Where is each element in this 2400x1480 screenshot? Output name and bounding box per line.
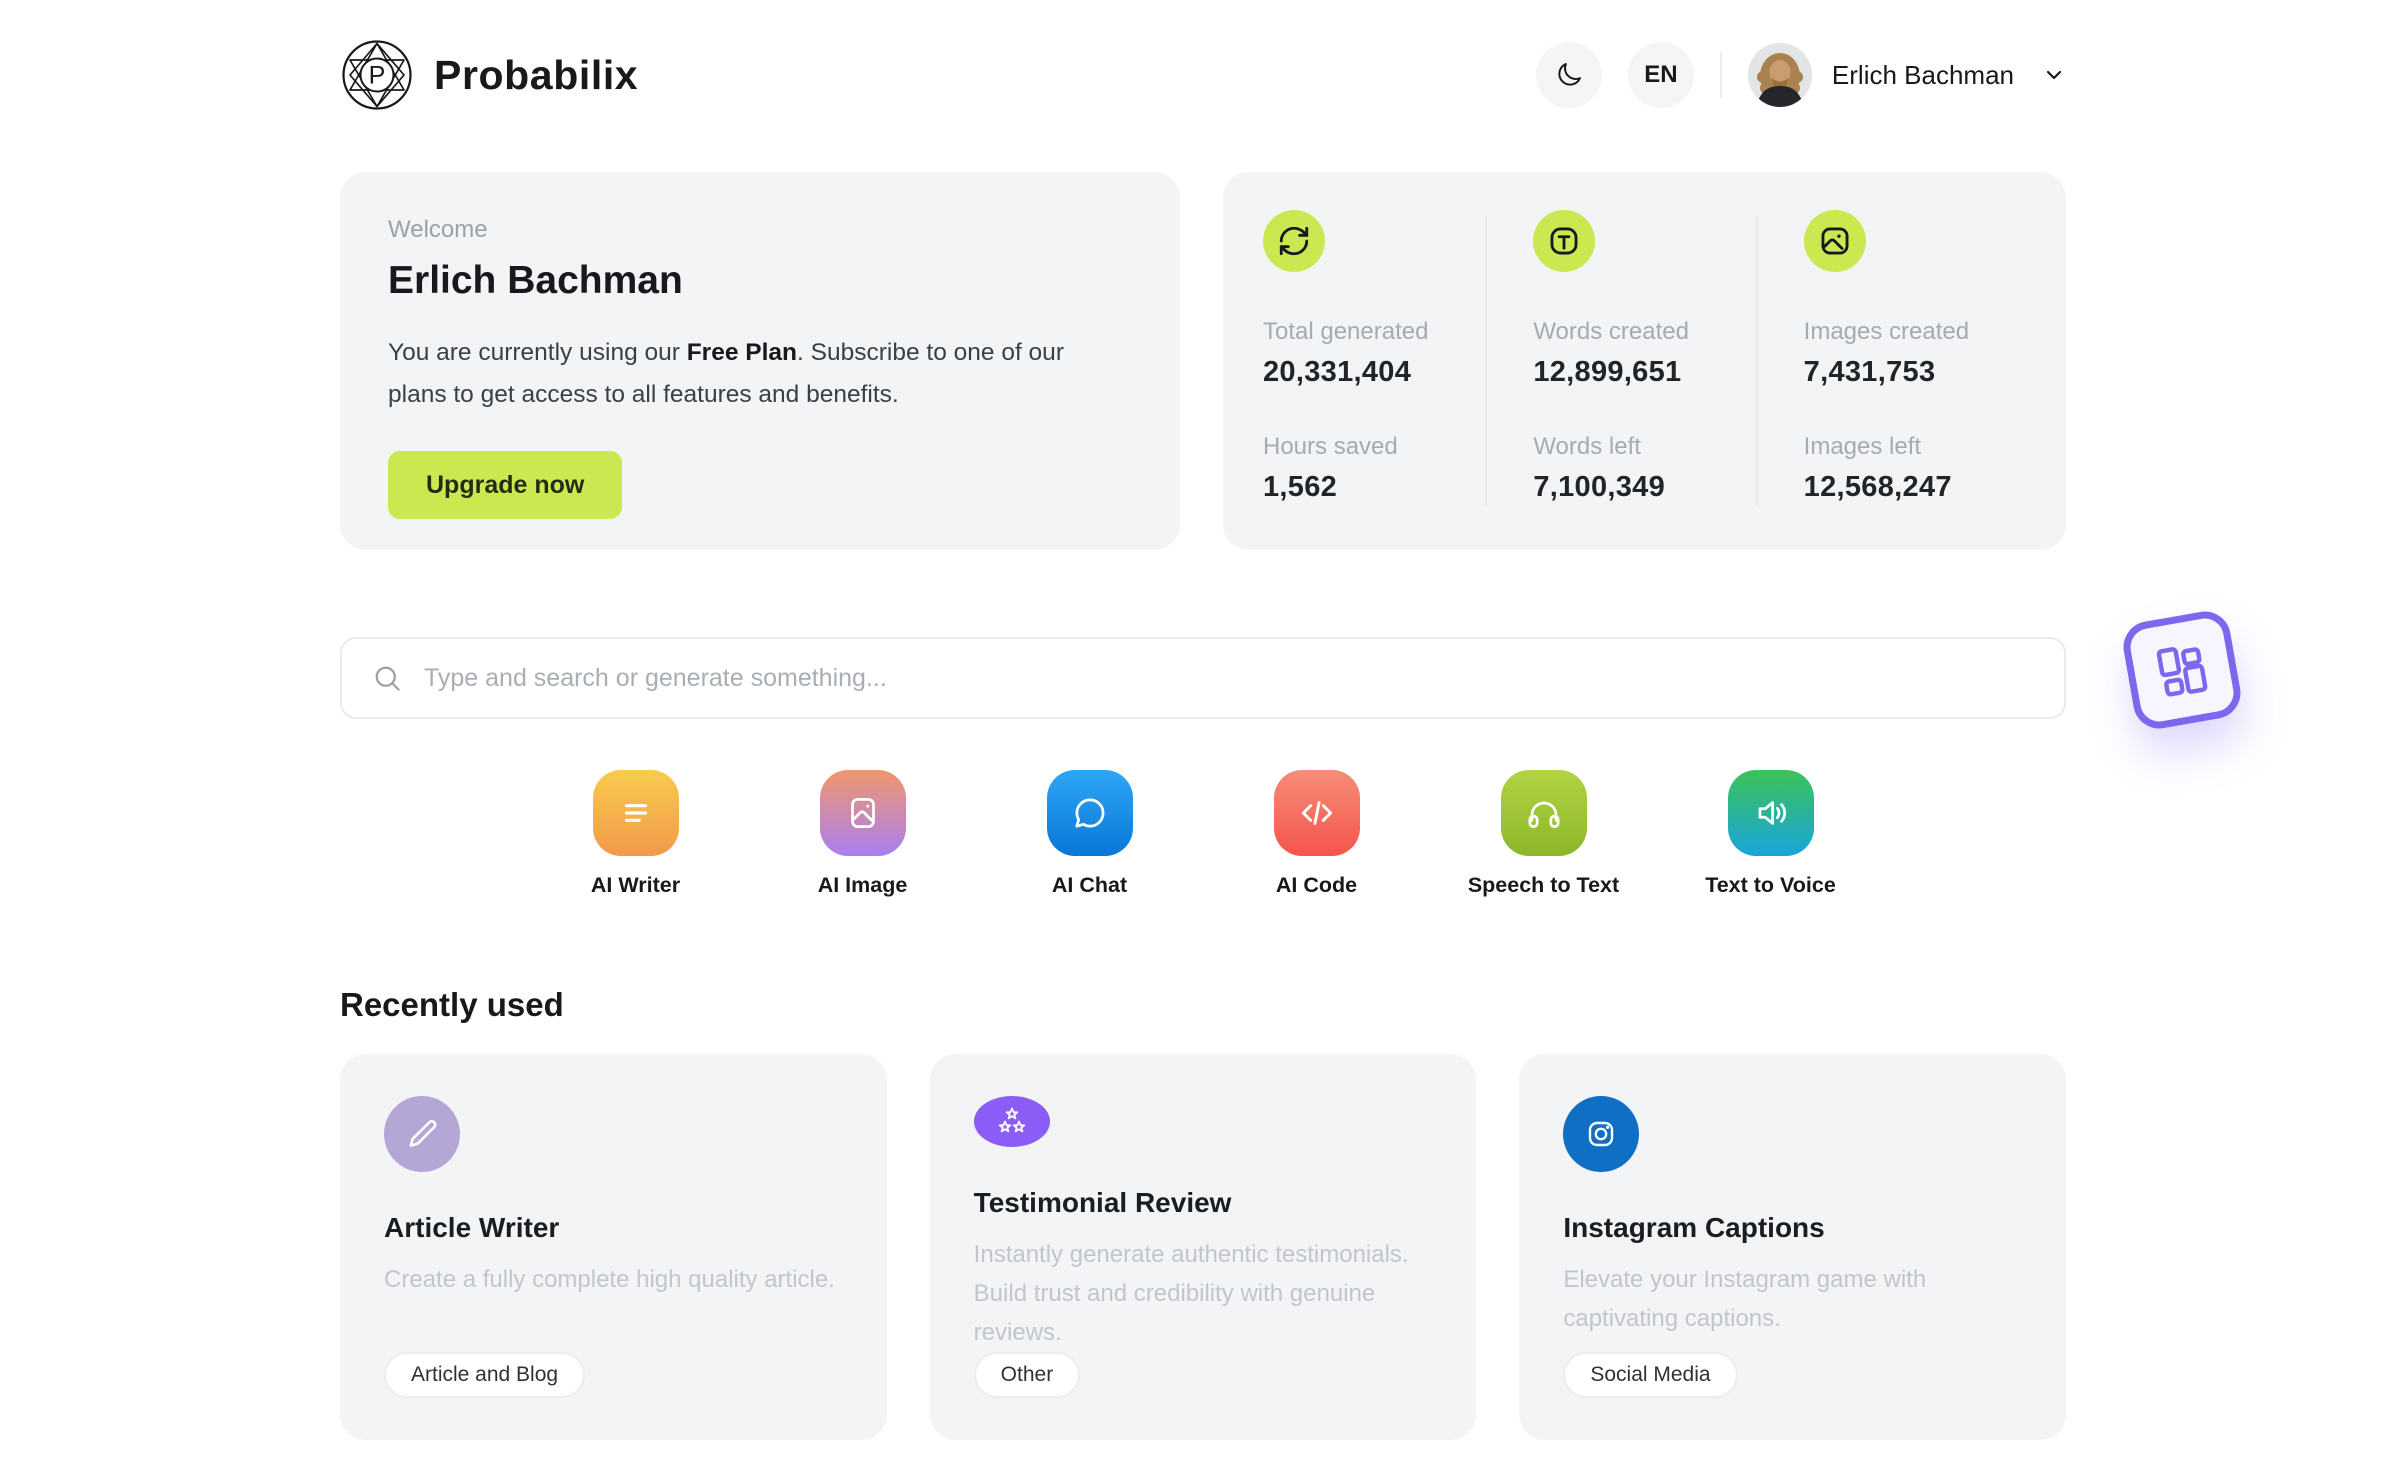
search-icon [375,666,400,691]
recently-used-heading: Recently used [340,986,564,1023]
tool-ai-image[interactable]: AI Image [749,770,976,898]
tool-ai-chat[interactable]: AI Chat [976,770,1203,898]
chat-bubble-icon [1046,770,1133,856]
stat-label: Hours saved [1263,433,1398,460]
stat-value: 20,331,404 [1263,356,1412,388]
image-icon [1803,210,1866,272]
tool-label: Speech to Text [1467,873,1620,897]
recent-card-title: Article Writer [384,1212,560,1243]
stat-value: 7,100,349 [1533,471,1666,503]
tool-ai-writer[interactable]: AI Writer [522,770,749,898]
tool-label: AI Code [1275,873,1358,897]
code-icon [1273,770,1360,856]
welcome-user-name: Erlich Bachman [388,259,683,302]
language-label: EN [1644,61,1678,88]
tool-label: Text to Voice [1705,873,1836,897]
stat-column-total: Total generated 20,331,404 Hours saved 1… [1263,210,1485,512]
language-button[interactable]: EN [1627,42,1694,108]
stat-value: 1,562 [1263,471,1338,503]
header: P Probabilix EN [340,36,2066,114]
grid-widget-icon[interactable] [2119,607,2245,733]
svg-text:P: P [369,62,386,90]
recent-card-tag: Article and Blog [384,1352,586,1398]
recent-card-title: Instagram Captions [1563,1212,1825,1243]
search-bar [340,637,2066,719]
stat-value: 7,431,753 [1803,356,1936,388]
brand-logo-icon: P [342,40,412,110]
search-input[interactable] [422,662,2034,694]
headphones-icon [1500,770,1587,856]
tool-text-to-voice[interactable]: Text to Voice [1657,770,1884,898]
tool-speech-to-text[interactable]: Speech to Text [1430,770,1657,898]
avatar-image [1747,43,1812,107]
pencil-icon [384,1096,460,1172]
recent-card-instagram-captions[interactable]: Instagram Captions Elevate your Instagra… [1519,1054,2067,1440]
stat-label: Words left [1533,433,1641,460]
recently-used-row: Article Writer Create a fully complete h… [340,1054,2067,1440]
stat-value: 12,568,247 [1803,471,1952,503]
recent-card-description: Create a fully complete high quality art… [384,1266,835,1293]
stats-card: Total generated 20,331,404 Hours saved 1… [1223,172,2066,550]
stat-label: Images left [1803,433,1922,460]
stat-label: Images created [1803,318,1970,345]
avatar [1747,43,1812,107]
chevron-down-icon [2042,63,2066,87]
theme-toggle-button[interactable] [1535,42,1602,108]
brand[interactable]: P Probabilix [340,38,638,112]
refresh-icon [1263,210,1325,272]
recent-card-description: Elevate your Instagram game with captiva… [1563,1266,1927,1332]
plan-text-suffix: . Subscribe to one of our plans to get a… [388,339,1064,408]
header-actions: EN [1535,42,2066,108]
stats-divider [1485,216,1488,506]
instagram-icon [1563,1096,1640,1172]
recent-card-title: Testimonial Review [973,1187,1232,1218]
text-lines-icon [592,770,679,856]
stat-label: Words created [1533,318,1689,345]
brand-name: Probabilix [434,51,639,98]
tool-label: AI Image [817,873,908,897]
stat-value: 12,899,651 [1533,356,1682,388]
plan-text-prefix: You are currently using our [388,339,687,366]
stat-column-words: Words created 12,899,651 Words left 7,10… [1487,210,1755,512]
header-divider [1719,52,1722,98]
recent-card-article-writer[interactable]: Article Writer Create a fully complete h… [340,1054,887,1440]
recent-card-tag: Social Media [1563,1352,1738,1398]
stars-icon [973,1096,1050,1147]
user-name: Erlich Bachman [1831,59,2014,90]
upgrade-button[interactable]: Upgrade now [388,451,623,519]
tools-row: AI Writer AI Image AI Chat [340,770,2066,898]
tool-ai-code[interactable]: AI Code [1203,770,1430,898]
plan-text: You are currently using our Free Plan. S… [388,332,1078,416]
recent-card-tag: Other [973,1352,1081,1398]
text-icon [1533,210,1596,272]
plan-name: Free Plan [686,339,798,366]
user-menu[interactable]: Erlich Bachman [1747,43,2066,107]
stat-label: Total generated [1263,318,1429,345]
tool-label: AI Chat [1051,873,1128,897]
recent-card-testimonial-review[interactable]: Testimonial Review Instantly generate au… [929,1054,1477,1440]
welcome-eyebrow: Welcome [388,216,488,243]
recent-card-description: Instantly generate authentic testimonial… [973,1241,1409,1346]
top-cards-row: Welcome Erlich Bachman You are currently… [340,172,2066,550]
stats-divider [1755,216,1758,506]
tool-label: AI Writer [590,873,681,897]
picture-icon [819,770,906,856]
speaker-icon [1727,770,1814,856]
welcome-card: Welcome Erlich Bachman You are currently… [340,172,1180,550]
stat-column-images: Images created 7,431,753 Images left 12,… [1758,210,2026,512]
moon-icon [1558,63,1581,86]
